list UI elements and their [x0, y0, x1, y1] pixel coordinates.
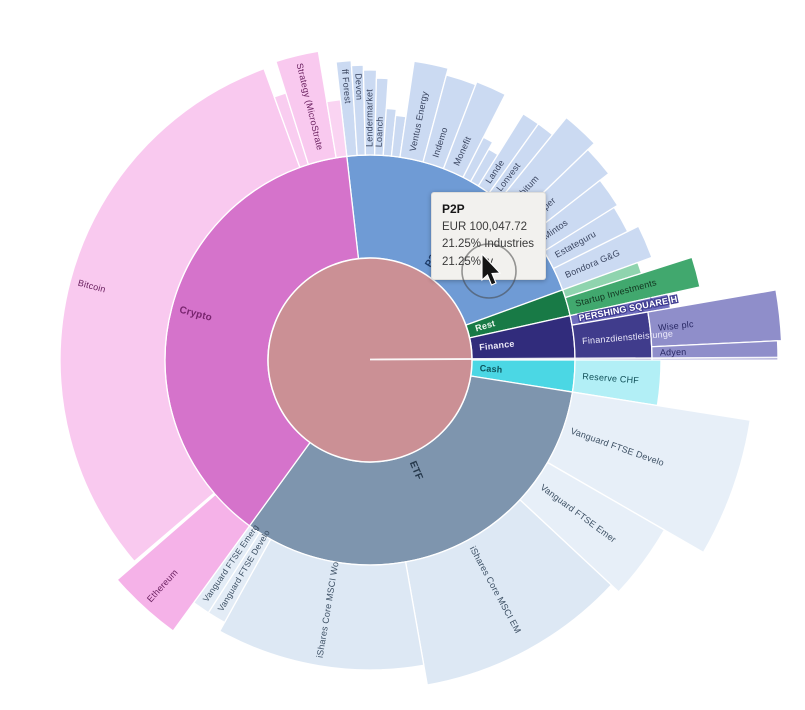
slice-monefit[interactable] [442, 81, 506, 178]
slice-ishares-core-msci-em[interactable] [404, 499, 612, 686]
tooltip-amount: EUR 100,047.72 [442, 221, 528, 233]
tooltip-title: P2P [442, 202, 465, 216]
slice-bondora-gg[interactable] [552, 225, 653, 291]
slice-ff-forest[interactable] [335, 59, 358, 157]
slice-p2p-sliver-3[interactable] [462, 136, 494, 183]
slice-startup-investments[interactable] [564, 256, 701, 317]
slice-p2p-sliver-1[interactable] [382, 107, 397, 157]
slice-crypto-sliver-2[interactable] [326, 99, 348, 159]
slice-strategy-microstrategy[interactable] [275, 50, 337, 166]
center-circle[interactable] [267, 257, 473, 463]
hover-tooltip: P2P EUR 100,047.72 21.25% Industries 21.… [431, 192, 547, 280]
slice-loanch[interactable] [374, 77, 389, 157]
slice-bitcoin[interactable] [59, 68, 301, 562]
tooltip-share-total: 21.25% tv [442, 255, 494, 268]
slice-wise-plc[interactable] [647, 289, 783, 348]
slice-lendermarket[interactable] [362, 69, 378, 156]
slice-ethereum[interactable] [116, 493, 251, 632]
slice-vanguard-ftse-emer-right[interactable] [519, 461, 666, 593]
selection-divider-line [369, 356, 783, 361]
slice-adyen[interactable] [651, 340, 779, 361]
tooltip-share-industries: 21.25% Industries [442, 238, 535, 251]
slice-ishares-core-msci-wo[interactable] [219, 538, 425, 671]
slice-ventus-energy[interactable] [399, 60, 449, 163]
slice-vanguard-ftse-devel-right[interactable] [546, 391, 751, 554]
slice-devon[interactable] [350, 64, 366, 157]
